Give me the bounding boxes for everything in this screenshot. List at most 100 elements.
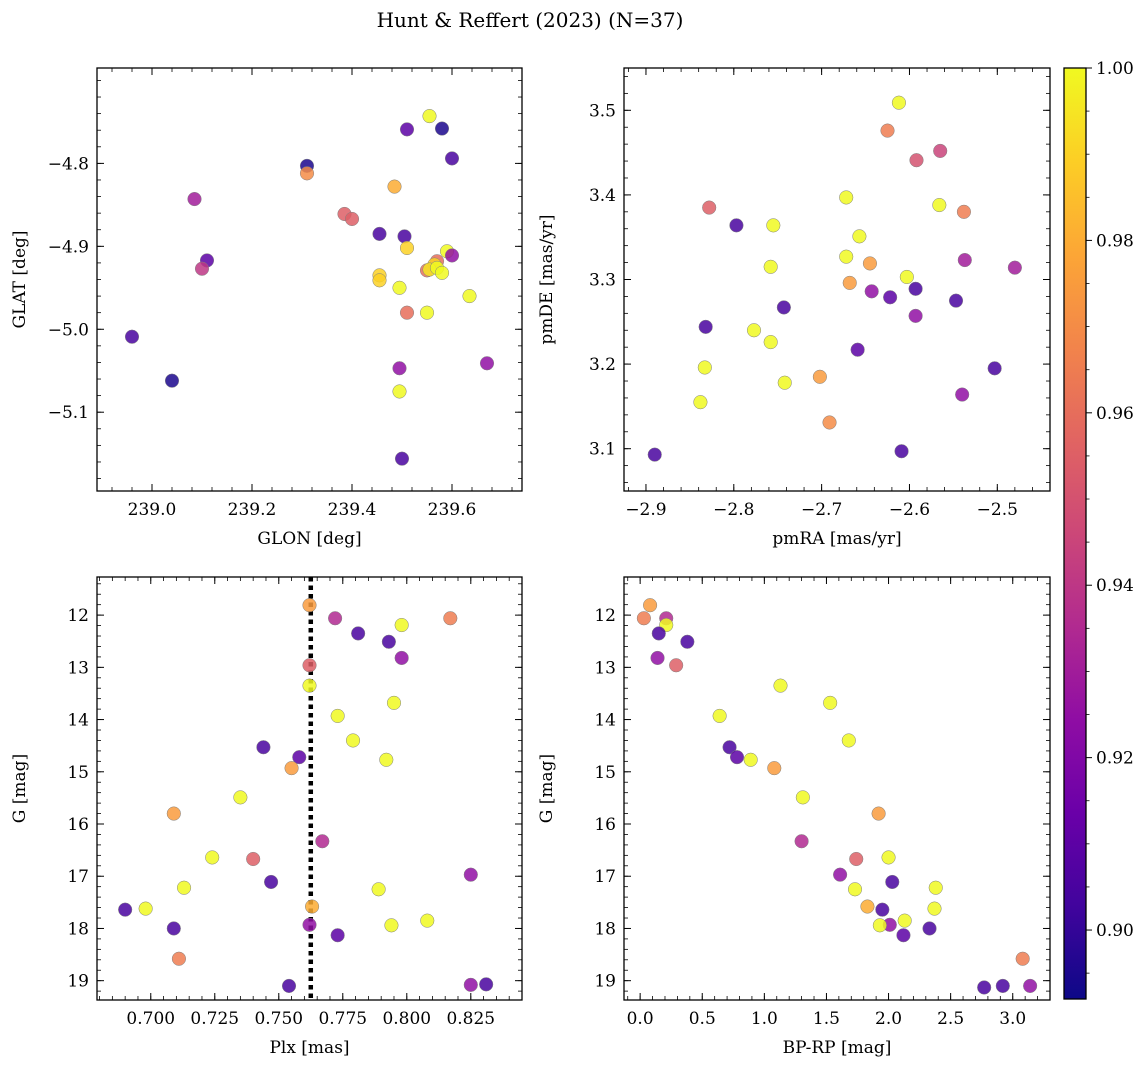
x-axis-label: GLON [deg] — [257, 529, 361, 549]
figure-title: Hunt & Reffert (2023) (N=37) — [377, 8, 684, 32]
data-point — [841, 733, 856, 748]
data-point — [766, 218, 781, 233]
y-tick-label: 16 — [67, 815, 89, 835]
x-tick-label: 0.700 — [126, 1009, 175, 1029]
x-tick-label: 1.0 — [751, 1009, 778, 1029]
y-tick-label: −5.0 — [48, 320, 89, 340]
data-point — [643, 598, 658, 613]
data-point — [205, 850, 220, 865]
data-point — [894, 444, 909, 459]
data-point — [763, 335, 778, 350]
data-point — [394, 451, 410, 466]
data-point — [871, 806, 886, 821]
data-point — [767, 761, 782, 776]
colorbar-tick-label: 0.98 — [1096, 231, 1134, 251]
data-point — [302, 658, 317, 673]
data-point — [987, 361, 1002, 376]
x-tick-label: −2.5 — [977, 500, 1018, 520]
panel-plx-g: 0.700 0.725 0.750 0.775 0.800 0.825 12 13 14 15 16… — [10, 576, 523, 1058]
x-tick-label: 0.750 — [254, 1009, 303, 1029]
data-point — [392, 280, 407, 295]
data-point — [847, 882, 863, 897]
data-point — [171, 951, 186, 966]
data-point — [927, 901, 942, 916]
colorbar: 0.90 0.92 0.94 0.96 0.98 1.00 — [1063, 59, 1134, 1000]
x-tick-label: 239.4 — [328, 500, 377, 520]
x-tick-label: 1.5 — [813, 1009, 840, 1029]
data-point — [822, 415, 837, 430]
x-tick-label: 0.5 — [689, 1009, 716, 1029]
data-point — [1007, 260, 1022, 275]
colorbar-tick-label: 0.92 — [1096, 749, 1134, 769]
data-point — [647, 447, 662, 462]
y-tick-label: 16 — [594, 815, 616, 835]
data-point — [330, 928, 345, 943]
data-point — [256, 740, 271, 755]
y-tick-label: 15 — [594, 763, 616, 783]
y-tick-label: 13 — [594, 658, 616, 678]
data-point — [394, 617, 409, 633]
data-point — [434, 265, 450, 280]
data-point — [850, 342, 865, 357]
data-point — [1023, 978, 1038, 993]
data-point — [233, 790, 248, 805]
panel-bprp-g: 0.0 0.5 1.0 1.5 2.0 2.5 3.0 12 13 14 15 16 17 18 19 BP-… — [537, 576, 1051, 1058]
data-point — [955, 387, 970, 402]
colorbar-gradient — [1064, 68, 1086, 999]
data-point — [302, 598, 317, 613]
x-tick-label: 0.0 — [627, 1009, 654, 1029]
data-point — [124, 329, 140, 344]
data-point — [702, 200, 717, 215]
y-tick-label: 14 — [594, 711, 616, 731]
colorbar-tick-label: 0.96 — [1096, 404, 1134, 424]
data-point — [443, 611, 458, 626]
data-point — [246, 851, 261, 867]
y-tick-label: 12 — [67, 606, 89, 626]
data-point — [839, 249, 854, 264]
data-point — [729, 218, 744, 233]
y-axis-label: GLAT [deg] — [10, 230, 30, 328]
y-tick-label: 3.1 — [589, 440, 616, 460]
x-tick-label: 239.2 — [228, 500, 277, 520]
data-point — [922, 921, 937, 936]
axes-frame — [623, 576, 1051, 1001]
data-point — [899, 269, 914, 285]
x-tick-label: 0.725 — [190, 1009, 239, 1029]
data-point — [746, 323, 762, 338]
data-point — [118, 902, 133, 917]
y-tick-label: 3.2 — [589, 355, 616, 375]
panel-pmra-pmde: −2.9 −2.8 −2.7 −2.6 −2.5 3.1 3.2 3.3 3.4 3.5 pmRA … — [537, 67, 1051, 549]
data-point — [712, 708, 727, 723]
data-point — [399, 240, 415, 256]
y-tick-label: −4.8 — [48, 154, 89, 174]
data-point — [849, 851, 864, 867]
data-point — [328, 611, 343, 626]
data-point — [444, 248, 460, 263]
y-tick-label: −4.9 — [48, 237, 89, 257]
data-point — [479, 356, 495, 371]
data-point — [693, 395, 708, 410]
data-point — [763, 259, 778, 274]
y-axis-label: G [mag] — [537, 754, 557, 823]
y-tick-label: 12 — [594, 606, 616, 626]
y-tick-label: 3.3 — [589, 271, 616, 291]
data-point — [166, 921, 181, 936]
data-point — [852, 229, 867, 244]
data-point — [957, 252, 972, 268]
data-point — [995, 978, 1010, 993]
x-tick-label: −2.9 — [625, 500, 666, 520]
y-tick-label: 19 — [594, 972, 616, 992]
data-point — [345, 733, 361, 748]
data-point — [977, 980, 992, 995]
y-tick-label: −5.1 — [48, 403, 89, 423]
colorbar-frame — [1063, 67, 1087, 1000]
x-axis-label: Plx [mas] — [269, 1038, 349, 1058]
data-point — [399, 305, 415, 320]
data-point — [891, 95, 906, 110]
data-point — [823, 695, 838, 710]
data-point — [420, 913, 435, 928]
data-point — [166, 806, 181, 821]
y-tick-label: 15 — [67, 763, 89, 783]
data-point — [379, 752, 394, 767]
